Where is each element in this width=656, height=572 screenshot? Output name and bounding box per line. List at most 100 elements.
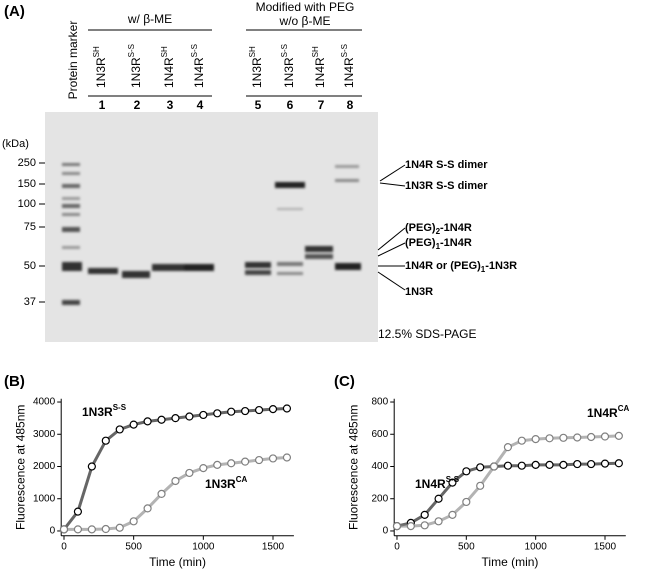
x-tick-label: 500 (458, 541, 475, 552)
lane-sup: SH (160, 46, 169, 57)
point (587, 432, 596, 442)
lane-name: 1N4R (313, 57, 327, 88)
annotation-text: 1N4R S-S dimer (405, 159, 488, 171)
point (587, 459, 596, 469)
point (573, 459, 582, 469)
point (503, 461, 513, 470)
point (213, 460, 222, 469)
point (600, 432, 610, 441)
annotation-text: -1N4R (440, 237, 472, 249)
lane-number: 7 (318, 98, 325, 112)
x-tick-label: 1000 (192, 541, 215, 552)
point (600, 459, 610, 468)
x-tick-label: 1000 (525, 541, 548, 552)
mw-label: 250 (18, 157, 36, 169)
y-tick-label: 0 (383, 526, 389, 537)
y-tick-label: 800 (372, 397, 389, 408)
mw-label: 50 (24, 260, 36, 272)
point (406, 522, 415, 531)
point (531, 460, 540, 469)
y-tick-label: 3000 (33, 429, 56, 440)
group-label: w/ β-ME (127, 12, 172, 26)
annotation-text: 1N3R (405, 286, 433, 298)
lane-number: 3 (167, 98, 174, 112)
lane-name: 1N4R (342, 57, 356, 88)
series-name: 1N3R (82, 405, 113, 419)
point (573, 433, 582, 442)
y-tick-label: 1000 (33, 493, 56, 504)
lane-name: 1N3R (94, 57, 108, 88)
lane-name: 1N4R (192, 57, 206, 88)
annotation-sub: 2 (436, 227, 441, 236)
series-name: 1N4R (587, 406, 618, 420)
point (101, 436, 110, 445)
lane-sup: S-S (127, 44, 136, 57)
y-tick-label: 4000 (33, 397, 56, 408)
point (254, 405, 264, 415)
point (101, 524, 110, 534)
lane-sup: SH (311, 46, 320, 57)
point (282, 453, 292, 462)
lane-sup: S-S (280, 44, 289, 57)
point (199, 410, 208, 420)
point (282, 404, 292, 413)
point (254, 455, 264, 465)
series-label: 1N4RCA (587, 404, 629, 420)
point (420, 521, 429, 530)
x-tick-label: 500 (125, 541, 142, 552)
point (227, 459, 236, 468)
panel-letter: (B) (4, 373, 25, 390)
point (462, 467, 471, 476)
lane-label: 1N4RSH (160, 46, 176, 88)
point (73, 507, 83, 516)
lane-name: 1N4R (162, 57, 176, 88)
series-sup: S-S (446, 475, 460, 484)
lane-label: 1N3RSH (248, 46, 264, 88)
point (59, 525, 69, 534)
point (115, 523, 124, 532)
lane-number: 1 (99, 98, 106, 112)
point (129, 517, 138, 526)
panel-letter: (C) (334, 373, 355, 390)
annotation: 1N3R S-S dimer (405, 180, 488, 192)
series-label: 1N4RS-S (415, 475, 460, 491)
series-name: 1N4R (415, 477, 446, 491)
annotation-text: 1N3R S-S dimer (405, 180, 488, 192)
annotation: 1N3R (405, 286, 433, 298)
annotation-text: -1N4R (440, 222, 472, 234)
annotation-text: (PEG) (405, 237, 436, 249)
series-label: 1N3RS-S (82, 403, 127, 419)
series-sup: S-S (113, 403, 127, 412)
point (268, 454, 278, 463)
x-tick-label: 0 (394, 541, 400, 552)
mw-label: 150 (18, 178, 36, 190)
point (157, 489, 166, 498)
gel-bands (62, 163, 361, 305)
annotation-text: 1N4R or (PEG) (405, 260, 481, 272)
point (143, 504, 152, 513)
lane-number: 2 (134, 98, 141, 112)
gel-footer: 12.5% SDS-PAGE (378, 327, 476, 341)
lane-label: 1N4RS-S (340, 44, 356, 88)
point (213, 409, 222, 418)
x-tick-label: 0 (61, 541, 67, 552)
lane-label: 1N3RS-S (127, 44, 143, 88)
point (129, 420, 138, 429)
mw-label: 37 (24, 296, 36, 308)
y-axis-title: Fluorescence at 485nm (13, 405, 27, 530)
mw-label: 100 (18, 198, 36, 210)
point (434, 517, 443, 526)
lane-number: 6 (287, 98, 294, 112)
point (614, 459, 623, 468)
y-tick-label: 400 (372, 461, 389, 472)
annotation: 1N4R or (PEG)1-1N3R (405, 260, 517, 274)
lane-sup: S-S (340, 44, 349, 57)
point (545, 460, 554, 469)
lane-number: 4 (197, 98, 204, 112)
point (171, 414, 180, 423)
series-line (396, 461, 619, 528)
annotation: 1N4R S-S dimer (405, 159, 488, 171)
point (545, 434, 554, 443)
